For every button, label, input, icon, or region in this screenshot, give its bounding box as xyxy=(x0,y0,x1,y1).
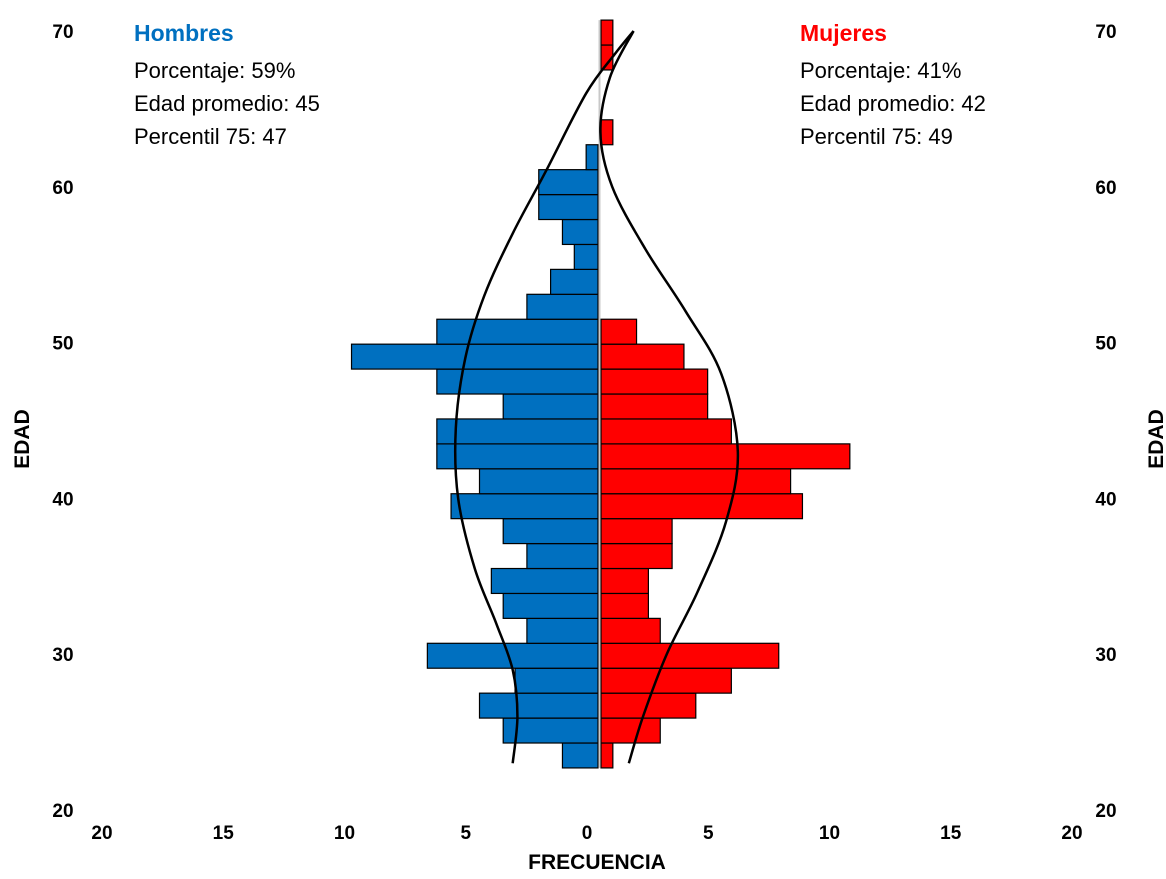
bar-men-age-53.9 xyxy=(549,268,599,295)
x-tick-8: 20 xyxy=(1061,823,1082,844)
bar-women-age-37.9 xyxy=(600,518,673,545)
x-tick-7: 15 xyxy=(940,823,962,844)
women-average-age: Edad promedio: 42 xyxy=(800,91,986,116)
bar-women-age-23.5 xyxy=(600,742,614,769)
x-tick-6: 10 xyxy=(819,823,840,844)
bar-men-age-28.3 xyxy=(514,667,599,694)
x-axis-ticks: 20 15 10 5 0 5 10 15 20 xyxy=(91,823,1082,844)
y-axis-left-ticks: 20 30 40 50 60 70 xyxy=(52,22,73,822)
x-axis-title: FRECUENCIA xyxy=(528,851,666,874)
y-tick-left-70: 70 xyxy=(52,22,73,43)
bar-men-age-39.5 xyxy=(450,493,599,520)
men-heading: Hombres xyxy=(134,20,234,46)
women-percentage: Porcentaje: 41% xyxy=(800,58,961,83)
women-annotation: Mujeres Porcentaje: 41% Edad promedio: 4… xyxy=(800,20,986,149)
bar-women-age-31.5 xyxy=(600,617,661,644)
women-bars xyxy=(600,19,851,769)
men-bars xyxy=(350,144,599,769)
x-tick-2: 10 xyxy=(334,823,355,844)
bar-women-age-34.7 xyxy=(600,567,650,595)
bar-women-age-39.5 xyxy=(600,493,804,520)
men-percentile-75: Percentil 75: 47 xyxy=(134,124,287,149)
y-tick-left-20: 20 xyxy=(52,801,73,822)
bar-women-age-69.9 xyxy=(600,19,614,46)
bar-men-age-26.7 xyxy=(478,692,599,719)
bar-women-age-26.7 xyxy=(600,692,697,719)
bar-men-age-57.1 xyxy=(561,218,599,246)
bar-men-age-45.9 xyxy=(502,393,599,420)
bar-men-age-29.9 xyxy=(426,642,599,669)
y-tick-right-50: 50 xyxy=(1095,334,1116,355)
y-tick-right-70: 70 xyxy=(1095,22,1116,43)
bar-men-age-55.5 xyxy=(573,243,599,270)
bar-women-age-25.1 xyxy=(600,717,661,744)
y-tick-left-50: 50 xyxy=(52,334,73,355)
x-tick-3: 5 xyxy=(460,823,471,844)
bar-men-age-23.5 xyxy=(561,742,599,769)
women-percentile-75: Percentil 75: 49 xyxy=(800,124,953,149)
bar-women-age-50.7 xyxy=(600,318,638,345)
bar-men-age-44.3 xyxy=(436,418,599,445)
bar-women-age-36.3 xyxy=(600,542,673,570)
bar-women-age-41.1 xyxy=(600,468,792,495)
y-tick-right-40: 40 xyxy=(1095,489,1116,510)
bar-men-age-52.3 xyxy=(526,293,599,320)
y-tick-right-20: 20 xyxy=(1095,801,1116,822)
bar-women-age-47.5 xyxy=(600,368,709,395)
bar-women-age-44.3 xyxy=(600,418,732,445)
bar-women-age-45.9 xyxy=(600,393,709,420)
bar-men-age-25.1 xyxy=(502,717,599,744)
y-tick-right-60: 60 xyxy=(1095,178,1116,199)
bar-men-age-36.3 xyxy=(526,542,599,570)
y-tick-left-60: 60 xyxy=(52,178,73,199)
men-distribution-curve xyxy=(453,30,635,764)
bar-women-age-29.9 xyxy=(600,642,780,669)
bar-men-age-47.5 xyxy=(436,368,599,395)
bar-men-age-58.7 xyxy=(538,193,599,221)
bar-men-age-49.1 xyxy=(350,343,599,370)
bar-men-age-37.9 xyxy=(502,518,599,545)
bar-men-age-33.1 xyxy=(502,592,599,619)
bar-men-age-60.3 xyxy=(538,169,599,196)
bar-men-age-50.7 xyxy=(436,318,599,345)
bar-women-age-63.5 xyxy=(600,119,614,146)
y-axis-left-title: EDAD xyxy=(11,409,34,469)
bar-women-age-33.1 xyxy=(600,592,650,619)
bar-men-age-61.9 xyxy=(585,144,599,171)
bar-women-age-49.1 xyxy=(600,343,685,370)
x-tick-0: 20 xyxy=(91,823,112,844)
x-tick-1: 15 xyxy=(213,823,235,844)
x-tick-5: 5 xyxy=(703,823,714,844)
women-distribution-curve xyxy=(599,30,740,764)
bar-men-age-41.1 xyxy=(478,468,599,495)
bar-men-age-31.5 xyxy=(526,617,599,644)
y-axis-right-ticks: 20 30 40 50 60 70 xyxy=(1095,22,1116,822)
x-tick-4: 0 xyxy=(582,823,593,844)
men-average-age: Edad promedio: 45 xyxy=(134,91,320,116)
y-tick-left-30: 30 xyxy=(52,645,73,666)
bar-women-age-28.3 xyxy=(600,667,732,694)
y-tick-left-40: 40 xyxy=(52,489,73,510)
men-percentage: Porcentaje: 59% xyxy=(134,58,295,83)
men-annotation: Hombres Porcentaje: 59% Edad promedio: 4… xyxy=(134,20,320,149)
y-axis-right-title: EDAD xyxy=(1145,409,1166,469)
bar-men-age-34.7 xyxy=(490,567,599,595)
bar-men-age-42.7 xyxy=(436,443,599,470)
women-heading: Mujeres xyxy=(800,20,887,46)
y-tick-right-30: 30 xyxy=(1095,645,1116,666)
bar-women-age-42.7 xyxy=(600,443,851,470)
